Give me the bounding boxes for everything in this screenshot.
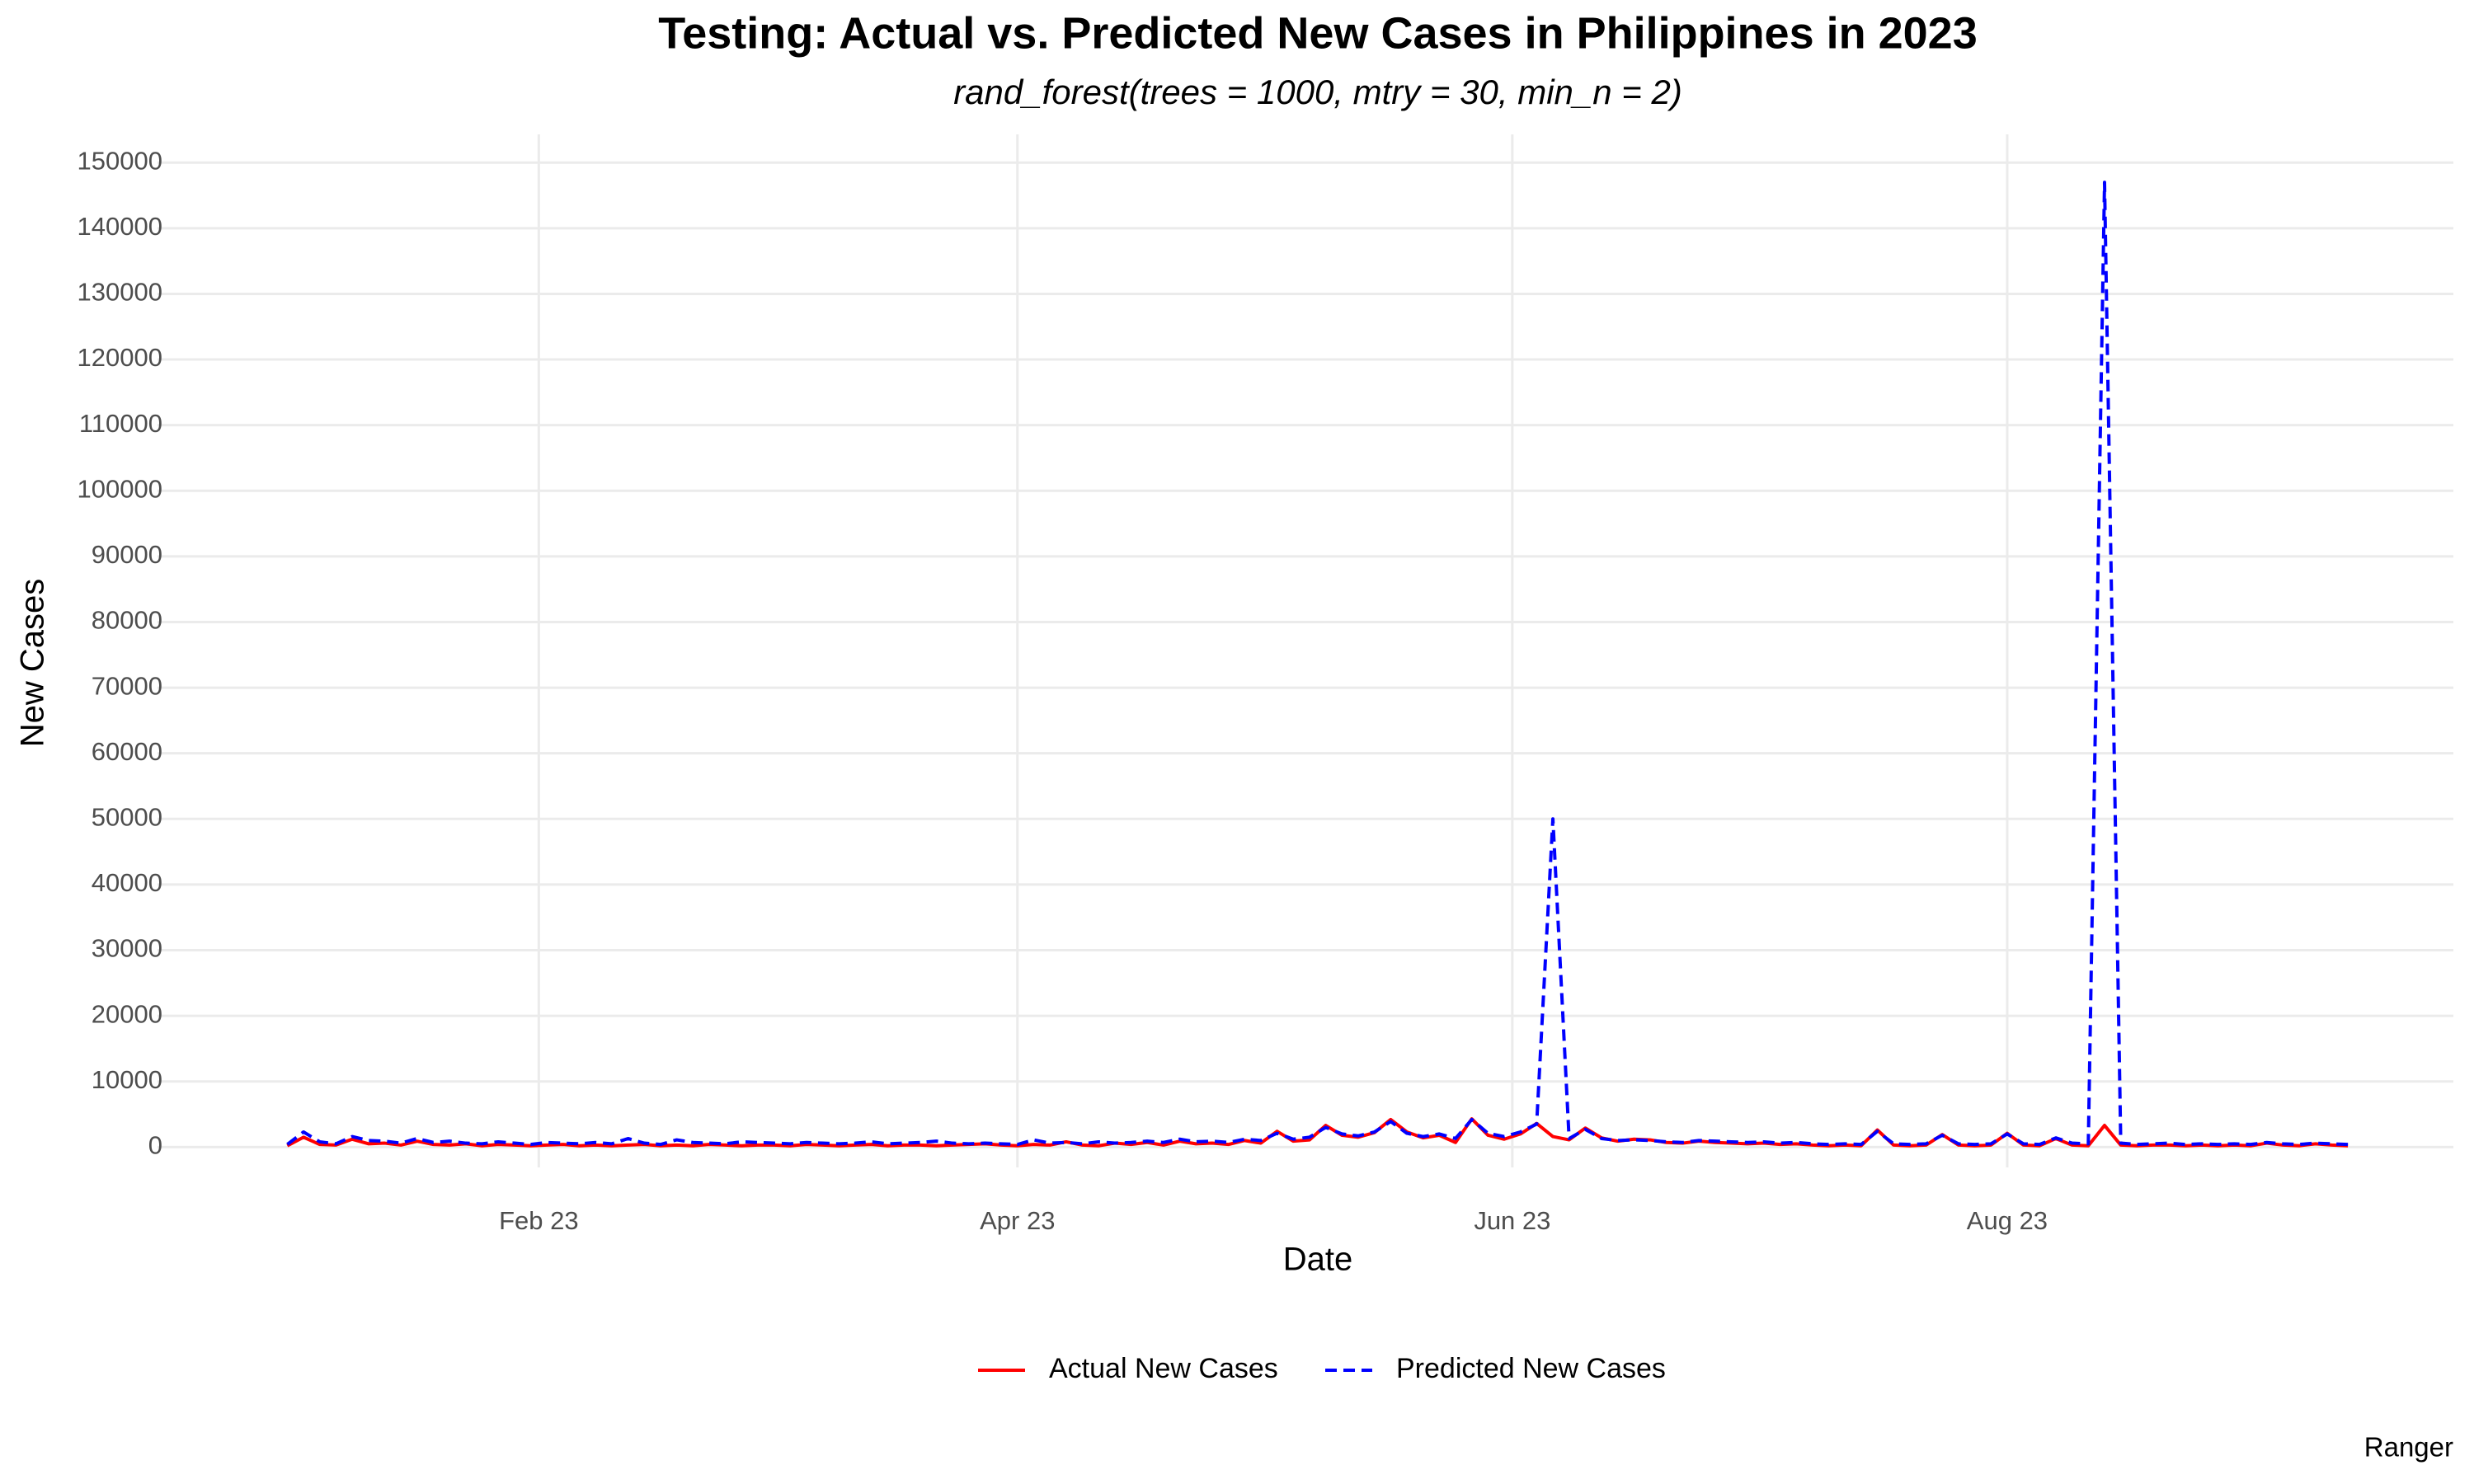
y-tick-label: 130000 xyxy=(78,278,162,307)
y-tick-label: 40000 xyxy=(92,868,162,897)
y-tick-label: 20000 xyxy=(92,999,162,1028)
series-line xyxy=(286,181,2349,1147)
x-tick-label: Jun 23 xyxy=(1474,1206,1550,1235)
chart-title: Testing: Actual vs. Predicted New Cases … xyxy=(658,8,1978,58)
y-axis-title: New Cases xyxy=(15,579,51,748)
legend-label: Actual New Cases xyxy=(1049,1353,1278,1384)
y-tick-label: 60000 xyxy=(92,737,162,766)
x-tick-label: Apr 23 xyxy=(980,1206,1055,1235)
y-tick-label: 110000 xyxy=(79,409,162,438)
y-tick-label: 30000 xyxy=(92,934,162,963)
x-axis-title: Date xyxy=(1283,1242,1353,1278)
legend-label: Predicted New Cases xyxy=(1396,1353,1666,1384)
y-tick-label: 0 xyxy=(148,1131,162,1160)
y-tick-label: 120000 xyxy=(78,343,162,372)
y-tick-label: 50000 xyxy=(92,802,162,831)
x-tick-label: Feb 23 xyxy=(499,1206,579,1235)
caption: Ranger xyxy=(2364,1432,2453,1463)
y-tick-label: 100000 xyxy=(78,474,162,503)
y-tick-label: 90000 xyxy=(92,540,162,569)
y-tick-label: 80000 xyxy=(92,606,162,635)
series-line xyxy=(286,1117,2349,1148)
x-tick-label: Aug 23 xyxy=(1967,1206,2048,1235)
y-tick-label: 10000 xyxy=(92,1065,162,1094)
chart-subtitle: rand_forest(trees = 1000, mtry = 30, min… xyxy=(953,73,1682,111)
y-tick-label: 150000 xyxy=(78,146,162,175)
y-tick-label: 70000 xyxy=(92,671,162,700)
y-tick-label: 140000 xyxy=(78,212,162,241)
